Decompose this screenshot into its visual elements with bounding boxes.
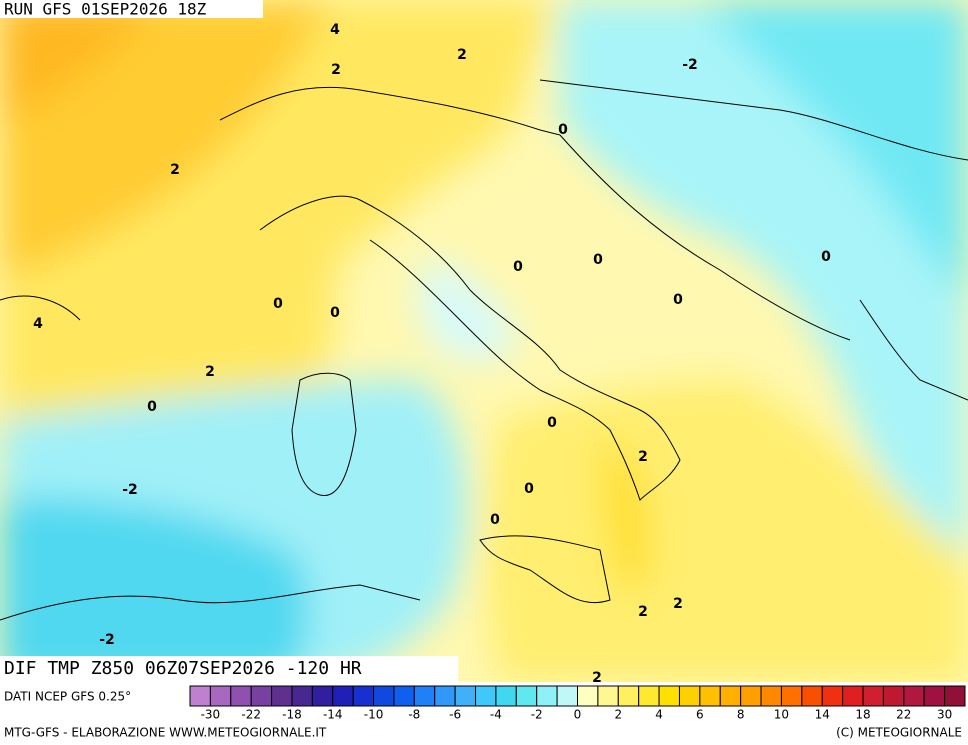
colorbar-swatch [495, 685, 517, 707]
colorbar-swatch [393, 685, 415, 707]
colorbar-swatch [699, 685, 721, 707]
colorbar-label: 30 [937, 708, 952, 722]
contour-label: 4 [33, 316, 43, 332]
colorbar-swatch [556, 685, 579, 707]
colorbar-label: 0 [574, 708, 582, 722]
colorbar-swatch [291, 685, 313, 707]
colorbar-label: -14 [323, 708, 343, 722]
contour-label: 0 [524, 481, 534, 497]
contour-label: 2 [170, 162, 180, 178]
header-box [0, 0, 263, 18]
colorbar-label: -8 [408, 708, 420, 722]
colorbar-swatch [189, 685, 211, 707]
colorbar-swatch [658, 685, 680, 707]
footer-left: MTG-GFS - ELABORAZIONE WWW.METEOGIORNALE… [4, 726, 327, 740]
contour-label: 0 [147, 399, 157, 415]
contour-label: 0 [330, 305, 340, 321]
colorbar-swatch [271, 685, 293, 707]
colorbar-swatch [740, 685, 762, 707]
map [0, 0, 968, 682]
colorbar-swatch [352, 685, 375, 707]
colorbar-label: -30 [201, 708, 221, 722]
colorbar-swatch [944, 685, 966, 707]
colorbar-swatch [515, 685, 538, 707]
colorbar-label: -22 [241, 708, 261, 722]
contour-label: 0 [593, 252, 603, 268]
colorbar-label: 14 [815, 708, 830, 722]
contour-label: 2 [205, 364, 215, 380]
contour-label: 2 [638, 449, 648, 465]
colorbar-label: -10 [364, 708, 384, 722]
contour-label: 4 [330, 22, 340, 38]
colorbar: -30 -22 -18 -14 -10 -8 -6 -4 -2 0 2 4 6 8 10 14 18 22 30 [189, 685, 966, 722]
contour-label: 0 [490, 512, 500, 528]
colorbar-label: 22 [896, 708, 911, 722]
contour-label: 2 [457, 47, 467, 63]
colorbar-swatch [638, 685, 660, 707]
colorbar-swatch [413, 685, 436, 707]
colorbar-label: 10 [774, 708, 789, 722]
colorbar-label: -2 [531, 708, 543, 722]
contour-label: -2 [99, 632, 115, 648]
colorbar-swatch [311, 685, 334, 707]
colorbar-label: 18 [855, 708, 870, 722]
colorbar-swatch [862, 685, 884, 707]
map-title: DIF TMP Z850 06Z07SEP2026 -120 HR [4, 658, 362, 679]
contour-label: -2 [682, 57, 698, 73]
contour-label: 0 [273, 296, 283, 312]
contour-label: 2 [638, 604, 648, 620]
colorbar-swatch [842, 685, 864, 707]
colorbar-swatch [230, 685, 252, 707]
colorbar-swatch [678, 685, 701, 707]
title-box [0, 656, 458, 682]
colorbar-swatch [882, 685, 905, 707]
colorbar-swatch [475, 685, 497, 707]
contour-label: 2 [592, 670, 602, 686]
colorbar-swatch [821, 685, 844, 707]
colorbar-label: -18 [282, 708, 302, 722]
colorbar-swatch [250, 685, 273, 707]
colorbar-swatch [597, 685, 619, 707]
contour-label: 2 [331, 62, 341, 78]
contour-label: 0 [821, 249, 831, 265]
footer-right: (C) METEOGIORNALE [836, 726, 962, 740]
colorbar-label: 8 [737, 708, 745, 722]
colorbar-swatch [617, 685, 640, 707]
colorbar-label: 2 [614, 708, 622, 722]
contour-label: 0 [558, 122, 568, 138]
contour-label: 2 [673, 596, 683, 612]
contour-label: 0 [673, 292, 683, 308]
colorbar-swatch [719, 685, 742, 707]
contour-label: 0 [513, 259, 523, 275]
colorbar-swatch [434, 685, 456, 707]
colorbar-swatch [801, 685, 823, 707]
colorbar-label: -4 [490, 708, 502, 722]
colorbar-label: -6 [449, 708, 461, 722]
contour-label: -2 [122, 482, 138, 498]
source: DATI NCEP GFS 0.25° [4, 690, 131, 704]
header-title: RUN GFS 01SEP2026 18Z [4, 0, 207, 19]
colorbar-swatch [536, 685, 558, 707]
colorbar-label: 4 [655, 708, 663, 722]
colorbar-swatch [577, 685, 599, 707]
contour-label: 0 [547, 415, 557, 431]
colorbar-swatch [454, 685, 477, 707]
colorbar-label: 6 [696, 708, 704, 722]
colorbar-swatch [332, 685, 354, 707]
colorbar-swatch [903, 685, 925, 707]
contour-labels: 4 2 2 -2 0 2 0 0 0 0 0 0 4 2 0 0 2 0 -2 … [33, 22, 831, 686]
colorbar-swatch [373, 685, 395, 707]
colorbar-swatch [780, 685, 803, 707]
colorbar-swatch [923, 685, 946, 707]
colorbar-swatch [760, 685, 782, 707]
colorbar-swatch [209, 685, 232, 707]
